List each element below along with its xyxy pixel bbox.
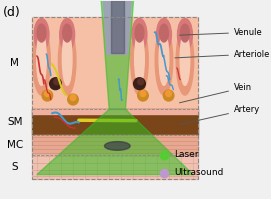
Ellipse shape — [138, 79, 144, 85]
Polygon shape — [101, 0, 134, 109]
Ellipse shape — [68, 94, 78, 105]
Ellipse shape — [134, 78, 145, 90]
Ellipse shape — [59, 26, 76, 95]
Ellipse shape — [42, 90, 53, 101]
Text: Arteriole: Arteriole — [175, 50, 270, 59]
Text: Venule: Venule — [180, 28, 263, 37]
Text: Laser: Laser — [175, 150, 199, 159]
Bar — [111, 0, 124, 53]
Ellipse shape — [62, 33, 72, 85]
Ellipse shape — [37, 33, 46, 85]
Ellipse shape — [34, 19, 49, 51]
Polygon shape — [37, 109, 193, 175]
Ellipse shape — [160, 24, 168, 42]
Ellipse shape — [138, 90, 148, 101]
Ellipse shape — [37, 24, 46, 42]
Ellipse shape — [176, 26, 194, 95]
Ellipse shape — [180, 33, 190, 85]
Polygon shape — [107, 49, 128, 54]
Ellipse shape — [180, 24, 189, 42]
Text: M: M — [10, 58, 19, 68]
Bar — [32, 109, 198, 114]
Ellipse shape — [60, 19, 75, 51]
Polygon shape — [105, 142, 130, 150]
Ellipse shape — [140, 91, 146, 97]
Ellipse shape — [50, 78, 61, 90]
Ellipse shape — [63, 24, 72, 42]
Ellipse shape — [178, 19, 192, 51]
Ellipse shape — [157, 19, 171, 51]
Ellipse shape — [155, 26, 173, 95]
Text: MC: MC — [7, 140, 23, 150]
Text: SM: SM — [7, 117, 22, 127]
Ellipse shape — [166, 91, 172, 97]
Text: Vein: Vein — [179, 83, 252, 103]
Bar — [32, 109, 198, 135]
Bar — [32, 155, 198, 179]
Polygon shape — [103, 0, 131, 54]
Ellipse shape — [135, 33, 144, 85]
Ellipse shape — [135, 24, 144, 42]
Ellipse shape — [132, 19, 147, 51]
Ellipse shape — [131, 26, 148, 95]
Ellipse shape — [163, 90, 174, 101]
Bar — [32, 17, 198, 179]
Ellipse shape — [159, 33, 169, 85]
Text: Artery: Artery — [179, 105, 260, 125]
Bar — [32, 135, 198, 155]
Text: S: S — [11, 162, 18, 172]
Bar — [32, 17, 198, 109]
Ellipse shape — [54, 79, 60, 85]
Ellipse shape — [44, 91, 50, 97]
Text: Ultrasound: Ultrasound — [175, 168, 224, 177]
Ellipse shape — [70, 95, 76, 100]
Text: (d): (d) — [3, 6, 21, 19]
Ellipse shape — [33, 26, 50, 95]
